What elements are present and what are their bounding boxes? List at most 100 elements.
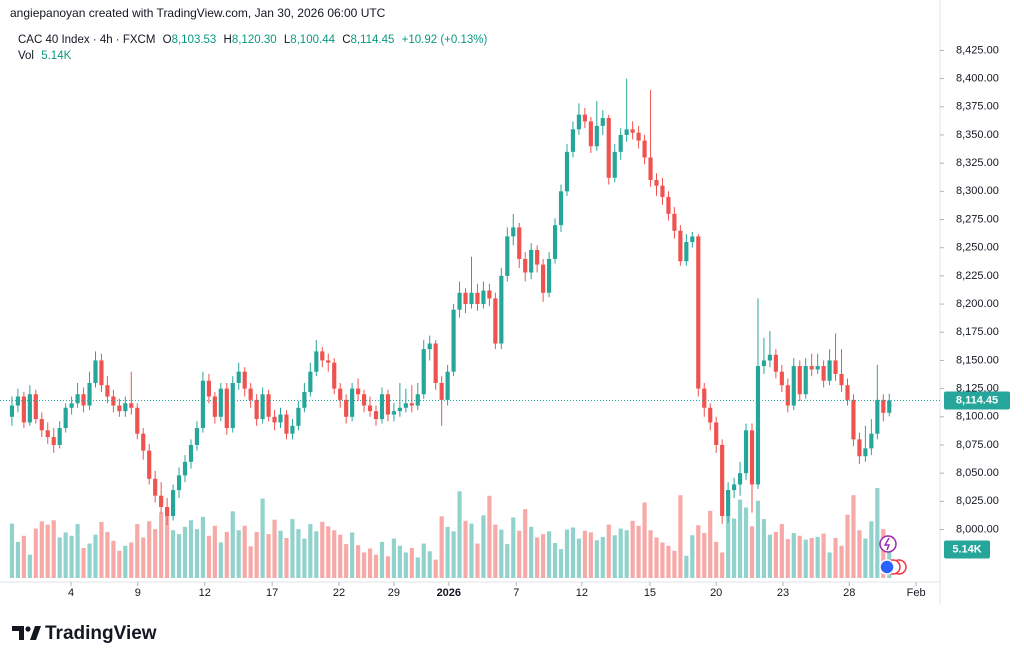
candle-body [505,236,510,276]
symbol: CAC 40 Index · 4h · FXCM [18,34,155,46]
x-tick-label: 22 [333,587,345,599]
volume-bar [9,523,15,578]
candle-body [290,425,295,434]
volume-bar [224,531,229,578]
event-glyph [883,537,891,551]
volume-bar [529,526,534,578]
volume-bar [600,536,605,578]
y-tick-label: 8,425.00 [956,44,999,56]
candle-body [21,396,26,423]
volume-bar [546,531,552,578]
legend: CAC 40 Index · 4h · FXCM O8,103.53 H8,12… [18,34,487,46]
volume-label: Vol [18,50,34,62]
volume-bar [57,537,62,578]
volume-bar [117,550,122,578]
candle-body [69,403,74,408]
volume-bar [463,520,468,578]
candle-body [194,428,200,445]
volume-bar [499,529,504,578]
volume-bar [15,541,20,578]
candle-body [81,394,86,406]
flag-icon[interactable] [879,559,895,575]
candle-body [684,242,689,262]
volume-bar [308,524,313,578]
volume-bar [660,542,665,578]
candle-body [361,394,367,406]
candle-body [815,366,820,370]
volume-bar [797,535,802,578]
volume-bar [391,538,396,578]
volume-bar [350,532,355,578]
event-icon[interactable] [879,535,897,553]
candle-body [397,407,402,412]
volume-bar [714,541,719,578]
volume-bar [421,543,426,578]
volume-bar [726,514,731,578]
x-tick-label: 15 [644,587,656,599]
candle-body [451,309,456,372]
volume-bar [552,543,558,578]
volume-bar [21,535,26,578]
price-badge [944,391,1010,410]
candle-body [791,366,796,406]
candle-body [857,439,862,457]
candle-body [648,157,653,181]
candle-body [666,196,671,214]
candle-body [320,351,325,361]
volume-layer [9,488,892,578]
candle-body [51,437,56,445]
y-tick-label: 8,000.00 [956,523,999,535]
candle-body [523,258,528,273]
candle-body [87,382,92,406]
volume-bar [206,535,211,578]
volume-bar [278,530,283,578]
candle-body [93,360,98,383]
candle-body [594,125,599,147]
volume-bar [606,524,611,578]
candle-body [427,343,432,350]
candle-body [379,394,385,420]
candle-body [875,399,880,434]
volume-bar [39,521,44,578]
candle-body [15,396,20,406]
volume-bar [266,534,271,578]
candle-body [111,396,116,406]
candle-body [27,394,32,423]
candle-body [726,490,731,516]
candle-body [582,114,587,122]
candle-body [481,290,486,305]
candle-body [75,394,80,404]
volume-bar [33,528,38,578]
volume-bar [732,518,737,578]
candle-body [612,151,617,178]
candle-body [755,366,761,485]
candle-body [529,249,534,273]
candle-body [141,433,146,451]
volume-bar [535,537,540,578]
volume-bar [684,555,689,578]
y-tick-label: 8,150.00 [956,354,999,366]
volume-bar [320,521,325,578]
candle-body [564,151,570,192]
y-tick-label: 8,050.00 [956,467,999,479]
candle-body [827,360,832,381]
candle-body [260,394,265,420]
candle-body [845,385,850,400]
y-tick-label: 8,300.00 [956,185,999,197]
candle-body [839,373,844,386]
close-label: C [342,34,350,46]
volume-bar [708,510,713,578]
volume-bar [135,524,140,578]
x-tick-label: 9 [135,587,141,599]
candle-body [809,366,814,370]
candle-body [302,391,307,408]
candle-body [475,292,480,305]
candle-body [511,227,516,237]
candle-body [308,371,313,392]
candle-body [672,213,677,231]
volume-bar [773,531,778,578]
candle-body [869,433,874,449]
volume-legend: Vol 5.14K [18,50,72,62]
volume-bar [338,534,343,578]
candle-body [117,405,122,412]
